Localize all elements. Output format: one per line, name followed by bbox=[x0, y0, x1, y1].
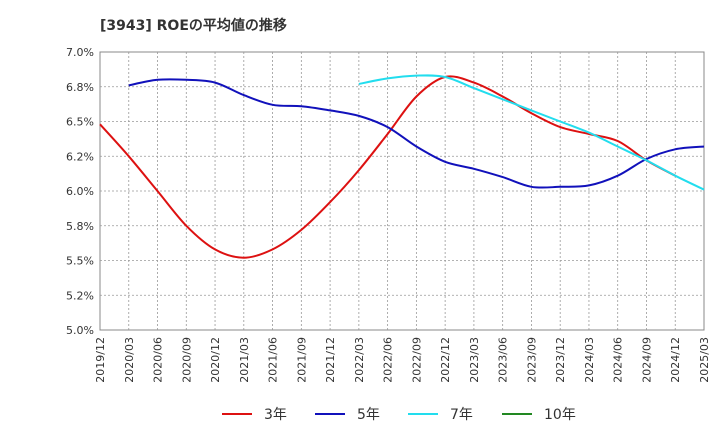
chart-title: [3943] ROEの平均値の推移 bbox=[100, 17, 287, 34]
x-tick-label: 2020/12 bbox=[209, 337, 222, 383]
x-tick-label: 2020/03 bbox=[123, 337, 136, 383]
y-axis-ticks: 5.0% 5.2% 5.5% 5.8% 6.0% 6.2% 6.5% 6.8% 7.0% bbox=[66, 46, 94, 337]
x-tick-label: 2023/09 bbox=[525, 337, 538, 383]
x-tick-label: 2022/09 bbox=[410, 337, 423, 383]
series-line-5年 bbox=[128, 78, 705, 189]
y-tick-label: 7.0% bbox=[66, 46, 94, 59]
series-lines bbox=[99, 74, 705, 259]
x-tick-label: 2021/09 bbox=[295, 337, 308, 383]
horizontal-grid bbox=[100, 86, 704, 296]
x-tick-label: 2023/12 bbox=[554, 337, 567, 383]
x-tick-label: 2020/06 bbox=[152, 337, 165, 383]
x-tick-label: 2024/06 bbox=[612, 337, 625, 383]
legend-label: 3年 bbox=[264, 407, 287, 423]
x-tick-label: 2022/12 bbox=[439, 337, 452, 383]
x-tick-label: 2020/09 bbox=[180, 337, 193, 383]
series-line-7年 bbox=[358, 74, 705, 191]
y-tick-label: 5.8% bbox=[66, 220, 94, 233]
y-tick-label: 5.2% bbox=[66, 289, 94, 302]
x-tick-label: 2021/06 bbox=[267, 337, 280, 383]
x-tick-label: 2021/03 bbox=[238, 337, 251, 383]
legend: 3年 5年 7年 10年 bbox=[222, 407, 576, 423]
y-tick-label: 6.5% bbox=[66, 116, 94, 129]
x-tick-label: 2024/09 bbox=[640, 337, 653, 383]
x-tick-label: 2024/03 bbox=[583, 337, 596, 383]
y-tick-label: 6.2% bbox=[66, 150, 94, 163]
legend-label: 7年 bbox=[450, 407, 473, 423]
x-tick-label: 2023/06 bbox=[497, 337, 510, 383]
legend-label: 5年 bbox=[357, 407, 380, 423]
x-tick-label: 2019/12 bbox=[94, 337, 107, 383]
x-tick-label: 2025/03 bbox=[698, 337, 711, 383]
y-tick-label: 5.5% bbox=[66, 255, 94, 268]
x-tick-label: 2023/03 bbox=[468, 337, 481, 383]
y-tick-label: 6.0% bbox=[66, 185, 94, 198]
series-line-3年 bbox=[99, 75, 676, 259]
x-tick-label: 2021/12 bbox=[324, 337, 337, 383]
y-tick-label: 6.8% bbox=[66, 81, 94, 94]
x-tick-label: 2022/06 bbox=[382, 337, 395, 383]
x-tick-label: 2022/03 bbox=[353, 337, 366, 383]
x-axis-ticks: 2019/12 2020/03 2020/06 2020/09 2020/12 2021/… bbox=[94, 337, 711, 383]
x-tick-label: 2024/12 bbox=[669, 337, 682, 383]
legend-label: 10年 bbox=[544, 407, 576, 423]
y-tick-label: 5.0% bbox=[66, 324, 94, 337]
